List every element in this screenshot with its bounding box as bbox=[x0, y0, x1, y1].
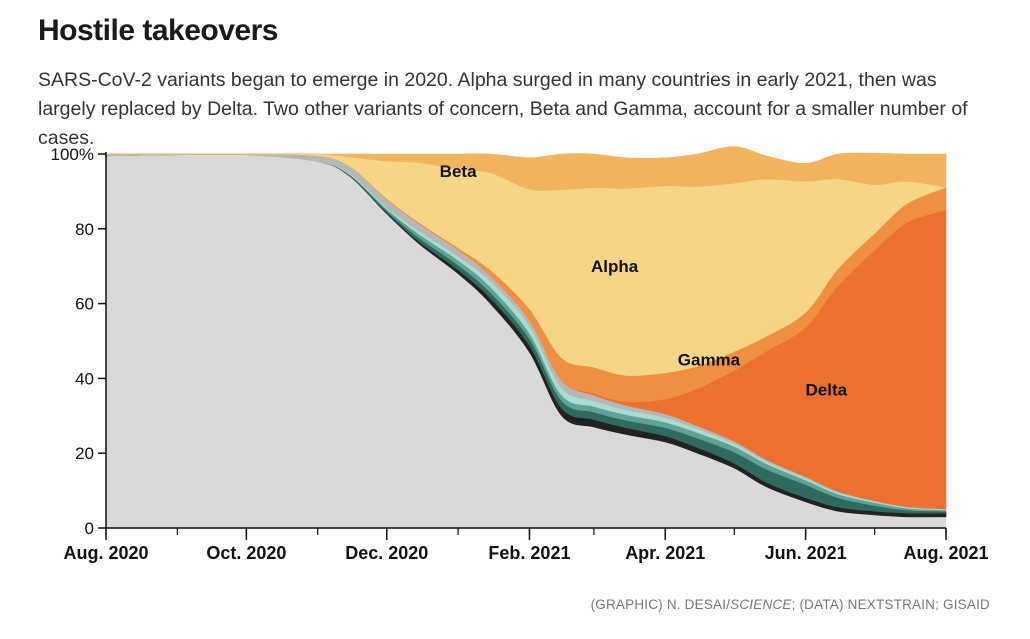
credit-publication: SCIENCE bbox=[730, 597, 792, 612]
x-tick-label: Feb. 2021 bbox=[488, 543, 570, 563]
axes: 0 20 40 60 80 100% Aug. 2020 Oct. 2020 Dec. 2020… bbox=[51, 145, 989, 563]
x-tick-label: Aug. 2020 bbox=[63, 543, 148, 563]
y-tick-label: 60 bbox=[75, 295, 94, 314]
x-tick-label: Apr. 2021 bbox=[625, 543, 705, 563]
chart-subtitle: SARS-CoV-2 variants began to emerge in 2… bbox=[38, 69, 968, 149]
x-tick-label: Dec. 2020 bbox=[345, 543, 428, 563]
y-tick-label: 20 bbox=[75, 444, 94, 463]
credit-suffix: ; (DATA) NEXTSTRAIN; GISAID bbox=[791, 597, 990, 612]
x-tick-label: Oct. 2020 bbox=[206, 543, 286, 563]
area-beta bbox=[105, 146, 947, 191]
x-tick-label: Jun. 2021 bbox=[765, 543, 847, 563]
area-layers bbox=[105, 146, 948, 529]
label-alpha: Alpha bbox=[591, 257, 639, 276]
y-tick-label: 0 bbox=[85, 519, 94, 538]
y-tick-label: 80 bbox=[75, 220, 94, 239]
label-beta: Beta bbox=[440, 162, 477, 181]
y-tick-label: 40 bbox=[75, 369, 94, 388]
x-tick-label: Aug. 2021 bbox=[903, 543, 988, 563]
chart-title: Hostile takeovers bbox=[38, 14, 278, 47]
credit-prefix: (GRAPHIC) N. DESAI/ bbox=[590, 597, 731, 612]
y-tick-label: 100% bbox=[51, 145, 94, 164]
label-gamma: Gamma bbox=[678, 351, 741, 370]
credit-line: (GRAPHIC) N. DESAI/SCIENCE; (DATA) NEXTS… bbox=[591, 597, 990, 612]
annotations: Beta Alpha Gamma Delta bbox=[440, 162, 848, 400]
label-delta: Delta bbox=[806, 381, 848, 400]
